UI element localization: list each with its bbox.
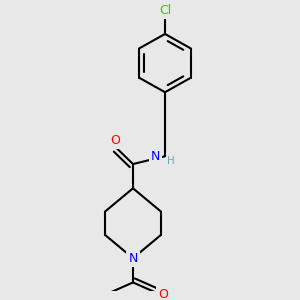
Text: H: H [167,156,175,166]
Text: O: O [158,288,168,300]
Text: N: N [128,252,138,265]
Text: Cl: Cl [159,4,171,17]
Text: O: O [110,134,120,147]
Text: N: N [151,150,160,163]
